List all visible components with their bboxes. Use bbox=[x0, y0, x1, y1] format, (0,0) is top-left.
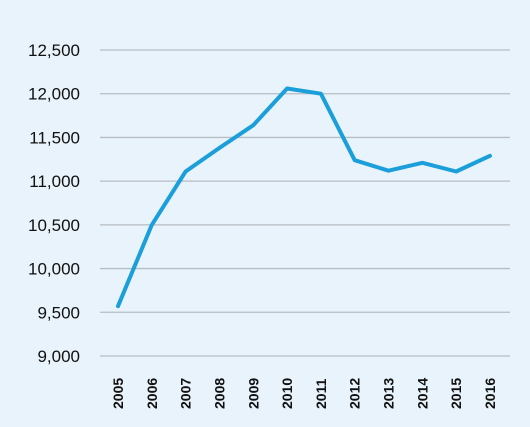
y-tick-label: 11,000 bbox=[29, 172, 80, 191]
y-tick-label: 12,000 bbox=[28, 85, 80, 104]
y-tick-label: 11,500 bbox=[29, 128, 80, 147]
x-tick-label: 2012 bbox=[347, 378, 363, 409]
x-tick-label: 2006 bbox=[144, 378, 160, 409]
x-tick-label: 2013 bbox=[381, 378, 397, 409]
y-tick-label: 12,500 bbox=[28, 41, 80, 60]
x-tick-label: 2015 bbox=[448, 378, 464, 409]
gridlines bbox=[100, 49, 510, 357]
y-axis: 9,000 9,500 10,000 10,500 11,000 11,500 12,000… bbox=[28, 41, 80, 366]
x-axis: 2005 2006 2007 2008 2009 2010 2011 2012 2013 2014… bbox=[110, 378, 498, 409]
x-tick-label: 2009 bbox=[245, 378, 261, 409]
x-tick-label: 2016 bbox=[482, 378, 498, 409]
x-tick-label: 2014 bbox=[414, 378, 430, 409]
x-tick-label: 2007 bbox=[178, 378, 194, 409]
x-tick-label: 2005 bbox=[110, 378, 126, 409]
x-tick-label: 2010 bbox=[279, 378, 295, 409]
y-tick-label: 10,500 bbox=[28, 216, 80, 235]
y-tick-label: 9,500 bbox=[37, 303, 80, 322]
y-tick-label: 9,000 bbox=[37, 347, 80, 366]
x-tick-label: 2008 bbox=[211, 378, 227, 409]
y-tick-label: 10,000 bbox=[28, 260, 80, 279]
series-line-0 bbox=[116, 86, 492, 309]
series bbox=[116, 86, 492, 309]
x-tick-label: 2011 bbox=[313, 378, 329, 409]
